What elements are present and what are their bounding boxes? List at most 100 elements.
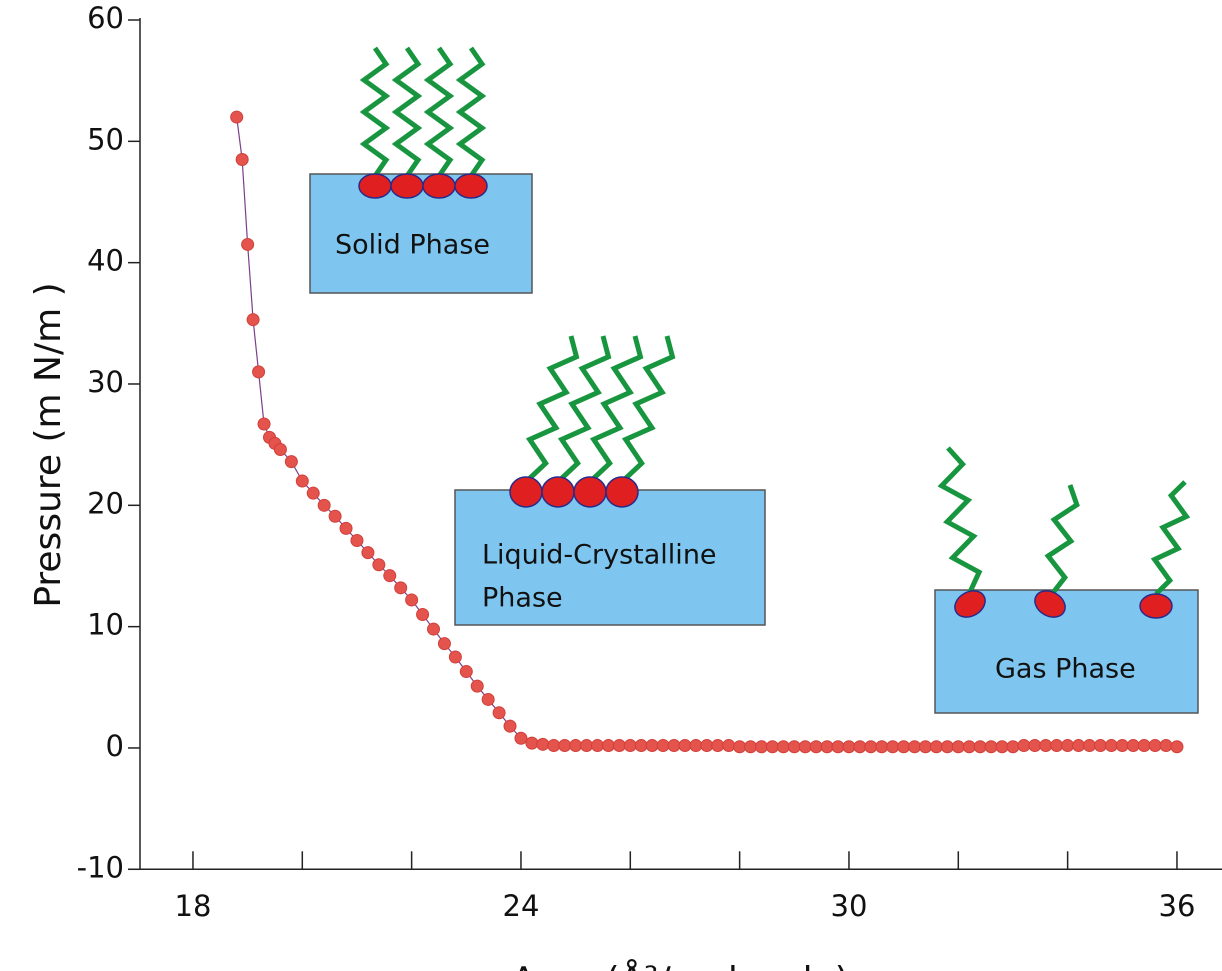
data-point bbox=[482, 693, 494, 705]
data-point bbox=[236, 154, 248, 166]
data-point bbox=[438, 638, 450, 650]
y-tick-label: 40 bbox=[87, 244, 124, 278]
data-point bbox=[745, 741, 757, 753]
data-point bbox=[460, 666, 472, 678]
data-point bbox=[1149, 740, 1161, 752]
data-point bbox=[395, 582, 407, 594]
data-point bbox=[253, 366, 265, 378]
data-point bbox=[941, 741, 953, 753]
data-point bbox=[504, 720, 516, 732]
data-point bbox=[635, 740, 647, 752]
data-point bbox=[690, 740, 702, 752]
data-point bbox=[602, 740, 614, 752]
head-group bbox=[606, 477, 638, 507]
data-point bbox=[832, 741, 844, 753]
annotation: Liquid-Crystalline bbox=[482, 540, 717, 571]
data-point bbox=[274, 444, 286, 456]
data-point bbox=[646, 740, 658, 752]
x-tick-label: 30 bbox=[831, 889, 868, 923]
data-point bbox=[417, 609, 429, 621]
data-point bbox=[909, 741, 921, 753]
chart: Pressure (m N/m ) Area (Å²/molecule) Sol… bbox=[0, 0, 1222, 971]
annotation: Gas Phase bbox=[995, 654, 1136, 685]
y-tick-label: 30 bbox=[87, 365, 124, 399]
x-tick-label: 24 bbox=[503, 889, 540, 923]
head-group bbox=[542, 477, 574, 507]
x-axis-label: Area (Å²/molecule) bbox=[511, 958, 849, 971]
data-point bbox=[788, 741, 800, 753]
data-point bbox=[974, 741, 986, 753]
data-point bbox=[734, 741, 746, 753]
data-point bbox=[581, 740, 593, 752]
data-point bbox=[570, 740, 582, 752]
data-point bbox=[712, 740, 724, 752]
data-point bbox=[843, 741, 855, 753]
data-point bbox=[799, 741, 811, 753]
data-point bbox=[515, 732, 527, 744]
data-point bbox=[985, 741, 997, 753]
data-point bbox=[657, 740, 669, 752]
data-point bbox=[384, 570, 396, 582]
data-point bbox=[679, 740, 691, 752]
data-point bbox=[624, 740, 636, 752]
data-point bbox=[471, 680, 483, 692]
chain bbox=[460, 48, 482, 176]
chain bbox=[364, 48, 386, 176]
data-point bbox=[1040, 740, 1052, 752]
data-point bbox=[996, 741, 1008, 753]
head-group bbox=[423, 174, 455, 198]
chain bbox=[942, 448, 979, 592]
data-point bbox=[1018, 740, 1030, 752]
data-point bbox=[1127, 740, 1139, 752]
data-point bbox=[1051, 740, 1063, 752]
data-point bbox=[668, 740, 680, 752]
data-point bbox=[318, 499, 330, 511]
data-point bbox=[526, 737, 538, 749]
data-point bbox=[1094, 740, 1106, 752]
x-tick-label: 36 bbox=[1159, 889, 1196, 923]
data-point bbox=[821, 741, 833, 753]
annotation: Solid Phase bbox=[335, 230, 490, 261]
data-point bbox=[1160, 740, 1172, 752]
data-point bbox=[1007, 741, 1019, 753]
data-point bbox=[449, 651, 461, 663]
data-point bbox=[537, 738, 549, 750]
data-point bbox=[428, 623, 440, 635]
y-tick-label: 50 bbox=[87, 122, 124, 156]
chain bbox=[428, 48, 450, 176]
y-tick-label: 10 bbox=[87, 608, 124, 642]
data-point bbox=[777, 741, 789, 753]
data-point bbox=[1073, 740, 1085, 752]
data-point bbox=[231, 111, 243, 123]
head-group bbox=[359, 174, 391, 198]
data-point bbox=[1105, 740, 1117, 752]
data-point bbox=[258, 418, 270, 430]
data-point bbox=[854, 741, 866, 753]
data-point bbox=[592, 740, 604, 752]
chain bbox=[594, 336, 641, 478]
data-point bbox=[493, 707, 505, 719]
annotation: Phase bbox=[482, 583, 563, 614]
chain bbox=[562, 336, 609, 478]
data-point bbox=[406, 594, 418, 606]
data-point bbox=[1116, 740, 1128, 752]
y-axis-label: Pressure (m N/m ) bbox=[28, 282, 69, 607]
data-point bbox=[242, 238, 254, 250]
data-point bbox=[865, 741, 877, 753]
data-point bbox=[963, 741, 975, 753]
data-point bbox=[548, 740, 560, 752]
y-tick-label: 0 bbox=[106, 729, 124, 763]
data-point bbox=[247, 314, 259, 326]
data-point bbox=[1029, 740, 1041, 752]
data-point bbox=[887, 741, 899, 753]
data-point bbox=[329, 510, 341, 522]
data-point bbox=[1062, 740, 1074, 752]
chain bbox=[626, 336, 673, 478]
data-point bbox=[1084, 740, 1096, 752]
data-point bbox=[756, 741, 768, 753]
data-point bbox=[898, 741, 910, 753]
data-point bbox=[296, 475, 308, 487]
data-point bbox=[373, 559, 385, 571]
head-group bbox=[510, 477, 542, 507]
data-point bbox=[559, 740, 571, 752]
